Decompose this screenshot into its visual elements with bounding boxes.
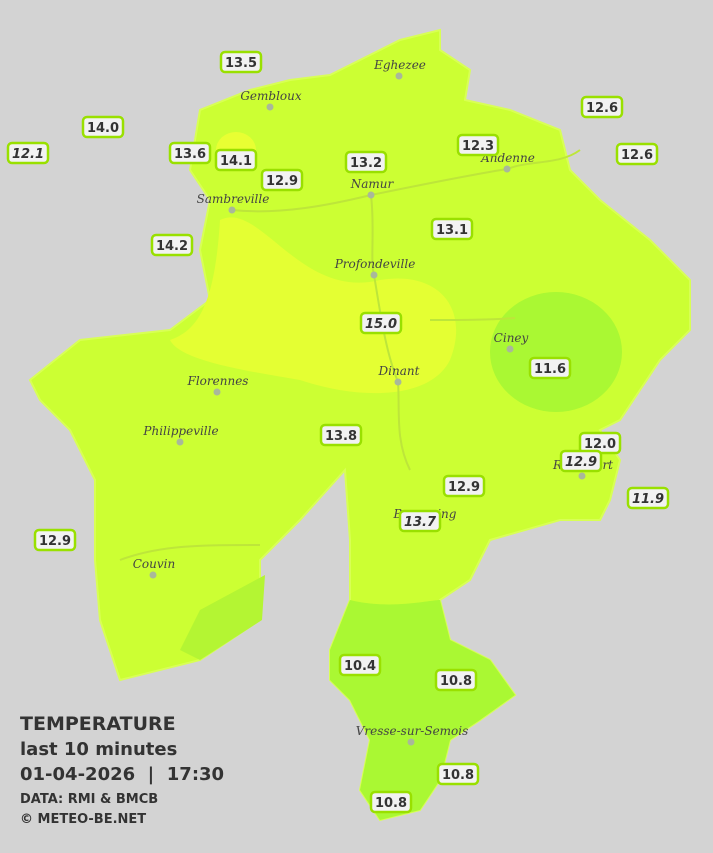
city-label: Philippeville	[142, 424, 218, 438]
station-box	[615, 142, 659, 166]
cool-southwest	[180, 575, 265, 660]
station-value: 13.2	[350, 156, 382, 171]
legend-title: TEMPERATURE	[20, 713, 176, 735]
station-value: 13.7	[404, 515, 437, 530]
city-dot	[176, 438, 184, 446]
station-value: 12.3	[462, 139, 494, 154]
station-box	[559, 449, 603, 473]
station-box	[528, 356, 572, 380]
cities: EghezeeGemblouxAndenneNamurSambrevillePr…	[133, 58, 613, 746]
cool-zone	[490, 292, 622, 412]
city-label: Ciney	[494, 331, 529, 345]
station-box	[398, 509, 442, 533]
city-dot	[228, 206, 236, 214]
station-value: 11.6	[534, 362, 566, 377]
station-value: 13.6	[174, 147, 206, 162]
station-box	[369, 790, 413, 814]
station-value: 14.2	[156, 239, 188, 254]
city-dot	[506, 345, 514, 353]
station-box	[344, 150, 388, 174]
city-dot	[503, 165, 511, 173]
city-dot	[149, 571, 157, 579]
legend: TEMPERATURE last 10 minutes 01-04-2026 |…	[20, 713, 224, 827]
city-dot	[213, 388, 221, 396]
station-box	[359, 311, 403, 335]
station-value: 10.4	[344, 659, 376, 674]
station-box	[214, 148, 258, 172]
station-box	[33, 528, 77, 552]
station-value: 10.8	[442, 768, 474, 783]
station-value: 14.1	[220, 154, 252, 169]
city-label: Couvin	[133, 557, 175, 571]
station-value: 10.8	[440, 674, 472, 689]
station-value: 12.9	[448, 480, 480, 495]
station-value: 15.0	[365, 317, 397, 332]
station-value: 13.8	[325, 429, 357, 444]
city-dot	[395, 72, 403, 80]
warm-zone	[170, 217, 457, 394]
station-box	[168, 141, 212, 165]
city-label: Vresse-sur-Semois	[356, 724, 469, 738]
station-box	[430, 217, 474, 241]
station-value: 12.6	[586, 101, 618, 116]
legend-datetime: 01-04-2026 | 17:30	[20, 764, 224, 785]
station-box	[456, 133, 500, 157]
station-value: 13.5	[225, 56, 257, 71]
station-value: 12.1	[12, 147, 44, 162]
station-box	[436, 762, 480, 786]
station-box	[150, 233, 194, 257]
city-dot	[370, 271, 378, 279]
station-box	[319, 423, 363, 447]
station-value: 13.1	[436, 223, 468, 238]
city-label: Namur	[350, 177, 395, 191]
city-label: Florennes	[187, 374, 249, 388]
station-value: 12.9	[266, 174, 298, 189]
station-value: 10.8	[375, 796, 407, 811]
city-label: Dinant	[378, 364, 420, 378]
station-value: 11.9	[632, 492, 664, 507]
station-box	[81, 115, 125, 139]
station-box	[626, 486, 670, 510]
station-box	[442, 474, 486, 498]
city-dot	[266, 103, 274, 111]
station-box	[6, 141, 50, 165]
stations: 13.5 14.0 12.1 13.6 14.1 12.9 13.2 12.3 12.6 12.6…	[6, 50, 670, 814]
city-label: Eghezee	[373, 58, 426, 72]
legend-subtitle: last 10 minutes	[20, 739, 177, 760]
station-value: 12.6	[621, 148, 653, 163]
city-label: Profondeville	[334, 257, 416, 271]
city-label: Sambreville	[197, 192, 270, 206]
station-value: 12.0	[584, 437, 616, 452]
station-value: 12.9	[565, 455, 597, 470]
city-label: Gembloux	[240, 89, 302, 103]
station-box	[434, 668, 478, 692]
station-value: 14.0	[87, 121, 119, 136]
legend-copyright: © METEO-BE.NET	[20, 812, 146, 827]
station-box	[260, 168, 304, 192]
station-box	[338, 653, 382, 677]
city-dot	[407, 738, 415, 746]
city-dot	[394, 378, 402, 386]
city-dot	[367, 191, 375, 199]
station-box	[219, 50, 263, 74]
legend-source: DATA: RMI & BMCB	[20, 792, 158, 807]
city-dot	[578, 472, 586, 480]
station-value: 12.9	[39, 534, 71, 549]
station-box	[580, 95, 624, 119]
